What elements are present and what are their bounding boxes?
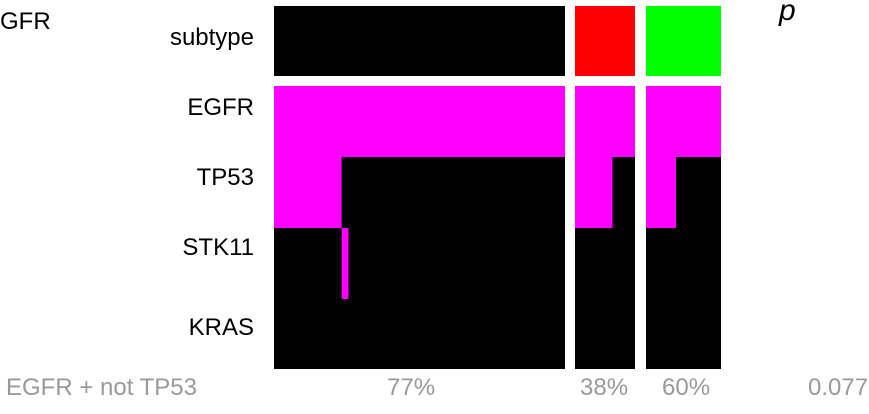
tp53-mutation-group-1-1 <box>274 157 342 228</box>
stk11-mutation-group-1-1 <box>341 228 349 299</box>
egfr-mutation-group-2-1 <box>575 86 635 157</box>
footer-pct-group-3: 60% <box>662 374 711 401</box>
subtype-cell-group-3 <box>646 6 721 76</box>
left-cut-label: GFR <box>0 8 51 35</box>
subtype-cell-group-2 <box>575 6 635 76</box>
footer-row-label: EGFR + not TP53 <box>6 374 197 401</box>
egfr-mutation-group-1-1 <box>274 86 565 157</box>
corner-mark: p <box>779 0 796 27</box>
subtype-cell-group-1 <box>274 6 565 76</box>
tp53-mutation-group-2-1 <box>575 157 613 228</box>
row-label-kras: KRAS <box>188 314 254 341</box>
tp53-mutation-group-3-1 <box>646 157 676 228</box>
row-label-egfr: EGFR <box>187 94 254 121</box>
egfr-mutation-group-3-1 <box>646 86 721 157</box>
footer-pct-group-2: 38% <box>580 374 629 401</box>
row-label-stk11: STK11 <box>182 234 254 261</box>
row-label-subtype: subtype <box>169 24 254 51</box>
row-label-tp53: TP53 <box>196 164 254 191</box>
footer-pct-group-1: 77% <box>387 374 436 401</box>
footer-value: 0.077 <box>808 374 869 401</box>
